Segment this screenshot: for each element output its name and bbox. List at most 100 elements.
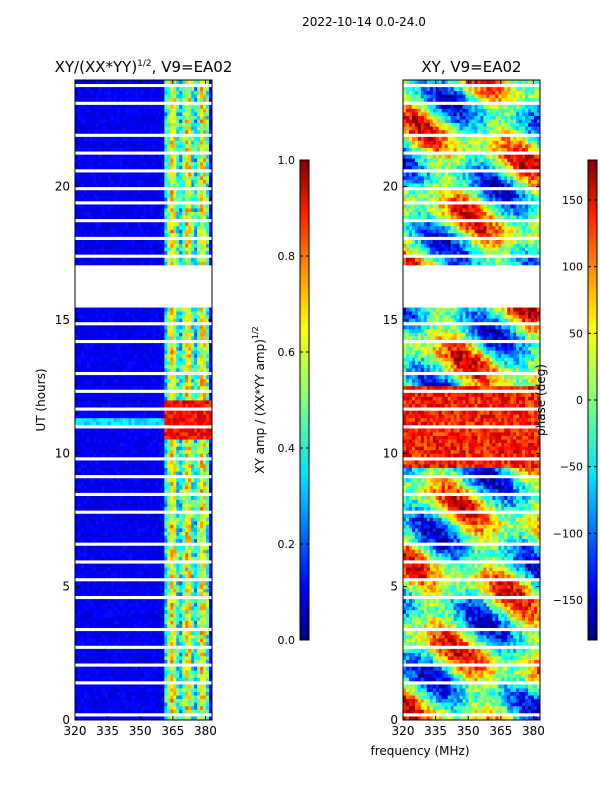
heatmap-cell [149, 503, 153, 508]
heatmap-cell [176, 524, 180, 529]
heatmap-cell [77, 599, 82, 604]
heatmap-cell [131, 243, 135, 248]
heatmap-cell [107, 691, 112, 696]
heatmap-cell [83, 360, 88, 365]
heatmap-cell [80, 343, 85, 348]
heatmap-cell [182, 240, 186, 244]
heatmap-cell [185, 609, 189, 614]
heatmap-cell [128, 357, 132, 362]
heatmap-cell [164, 360, 168, 365]
heatmap-cell [98, 705, 103, 710]
heatmap-cell [134, 229, 138, 234]
heatmap-cell [176, 684, 180, 689]
heatmap-cell [179, 225, 183, 230]
heatmap-cell [182, 574, 186, 579]
heatmap-cell [203, 688, 207, 692]
heatmap-cell [104, 368, 109, 372]
heatmap-cell [179, 435, 183, 440]
heatmap-cell [176, 382, 180, 387]
heatmap-cell [104, 531, 109, 536]
heatmap-cell [122, 656, 127, 660]
heatmap-cell [137, 716, 141, 720]
heatmap-cell [86, 250, 91, 255]
heatmap-cell [203, 229, 207, 234]
heatmap-cell [107, 567, 112, 572]
heatmap-cell [80, 673, 85, 678]
heatmap-cell [194, 670, 198, 675]
heatmap-cell [77, 428, 82, 433]
heatmap-cell [92, 410, 97, 415]
heatmap-cell [173, 545, 177, 550]
heatmap-cell [158, 343, 162, 348]
heatmap-cell [80, 513, 85, 518]
heatmap-cell [161, 506, 165, 511]
heatmap-cell [89, 428, 94, 433]
heatmap-cell [197, 691, 201, 696]
heatmap-cell [89, 592, 94, 596]
heatmap-cell [191, 535, 195, 540]
heatmap-cell [143, 535, 147, 540]
heatmap-cell [161, 574, 165, 579]
heatmap-cell [152, 588, 156, 593]
heatmap-cell [182, 677, 186, 682]
heatmap-cell [206, 517, 210, 522]
heatmap-cell [110, 368, 115, 372]
heatmap-cell [176, 677, 180, 682]
heatmap-cell [110, 606, 115, 611]
heatmap-cell [137, 520, 141, 525]
heatmap-cell [107, 250, 112, 255]
heatmap-cell [182, 556, 186, 561]
heatmap-cell [125, 392, 130, 397]
heatmap-cell [131, 439, 135, 444]
heatmap-cell [137, 695, 141, 700]
heatmap-cell [104, 691, 109, 696]
heatmap-cell [104, 481, 109, 486]
heatmap-cell [131, 670, 135, 675]
heatmap-cell [149, 656, 153, 660]
heatmap-cell [161, 368, 165, 372]
heatmap-cell [137, 432, 141, 436]
heatmap-cell [128, 428, 132, 433]
heatmap-cell [125, 517, 130, 522]
heatmap-cell [101, 421, 106, 426]
heatmap-cell [170, 631, 174, 636]
heatmap-cell [92, 688, 97, 692]
heatmap-cell [149, 599, 153, 604]
heatmap-cell [152, 592, 156, 596]
heatmap-cell [188, 581, 192, 586]
heatmap-cell [119, 350, 124, 355]
heatmap-cell [86, 631, 91, 636]
heatmap-cell [155, 353, 159, 358]
heatmap-cell [185, 240, 189, 244]
heatmap-cell [191, 496, 195, 500]
heatmap-cell [89, 382, 94, 387]
heatmap-cell [140, 215, 144, 220]
heatmap-cell [170, 318, 174, 323]
heatmap-cell [80, 250, 85, 255]
heatmap-cell [173, 616, 177, 621]
heatmap-cell [80, 599, 85, 604]
heatmap-cell [167, 648, 171, 653]
heatmap-cell [131, 385, 135, 390]
heatmap-cell [110, 574, 115, 579]
heatmap-cell [194, 446, 198, 451]
heatmap-cell [107, 240, 112, 244]
heatmap-cell [83, 631, 88, 636]
heatmap-cell [188, 496, 192, 500]
heatmap-cell [146, 695, 150, 700]
heatmap-cell [104, 652, 109, 657]
heatmap-cell [107, 584, 112, 589]
heatmap-cell [191, 677, 195, 682]
heatmap-cell [104, 428, 109, 433]
heatmap-cell [206, 638, 210, 643]
heatmap-cell [188, 442, 192, 447]
heatmap-cell [95, 691, 100, 696]
heatmap-cell [83, 250, 88, 255]
heatmap-cell [77, 449, 82, 454]
heatmap-cell [119, 232, 124, 237]
heatmap-cell [119, 499, 124, 504]
heatmap-cell [170, 478, 174, 483]
heatmap-cell [122, 240, 127, 244]
heatmap-cell [206, 414, 210, 419]
heatmap-cell [170, 481, 174, 486]
